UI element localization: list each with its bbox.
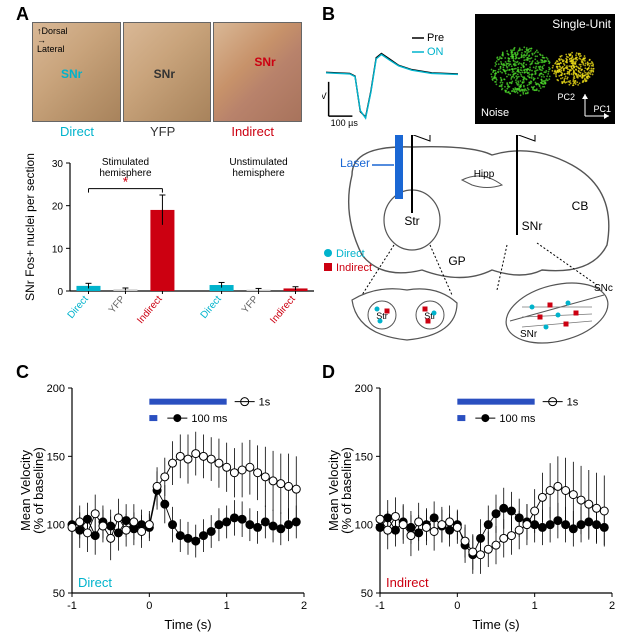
svg-text:PC1: PC1 xyxy=(593,104,611,114)
svg-text:0: 0 xyxy=(454,600,460,612)
svg-text:Noise: Noise xyxy=(481,107,509,119)
svg-text:Indirect: Indirect xyxy=(268,294,298,326)
svg-text:YFP: YFP xyxy=(240,294,261,316)
fos-bar-chart: 0 10 20 30 SNr Fos+ nuclei per section Stimul… xyxy=(20,150,320,350)
waveform-plot: 150 µV 100 µs Pre ON xyxy=(322,20,462,130)
histology-captions: Direct YFP Indirect xyxy=(32,124,302,139)
svg-text:0: 0 xyxy=(57,287,63,298)
single-unit-plot: Single-Unit Noise PC1 PC2 xyxy=(475,14,615,124)
svg-text:Time (s): Time (s) xyxy=(164,617,211,632)
svg-text:100 µs: 100 µs xyxy=(331,118,359,128)
svg-text:Direct: Direct xyxy=(336,248,365,260)
svg-text:ON: ON xyxy=(427,46,444,58)
svg-text:*: * xyxy=(123,174,129,190)
velocity-chart-direct: 50100150200-1012Time (s)Mean Velocity(% … xyxy=(14,370,314,635)
histology-row: ↑Dorsal →Lateral SNr SNr SNr xyxy=(32,22,302,122)
histology-yfp: SNr xyxy=(123,22,212,122)
caption-indirect: Indirect xyxy=(231,124,274,139)
svg-text:hemisphere: hemisphere xyxy=(232,168,285,179)
svg-text:1s: 1s xyxy=(567,397,579,409)
velocity-chart-indirect: 50100150200-1012Time (s)Mean Velocity(% … xyxy=(322,370,622,635)
svg-text:SNr Fos+ nuclei per section: SNr Fos+ nuclei per section xyxy=(23,153,37,301)
svg-text:100 ms: 100 ms xyxy=(499,413,536,425)
svg-text:Hipp: Hipp xyxy=(474,169,495,180)
svg-text:SNc: SNc xyxy=(594,283,613,294)
panel-label-a: A xyxy=(16,4,29,25)
svg-text:Indirect: Indirect xyxy=(336,262,372,274)
svg-text:Direct: Direct xyxy=(199,294,224,321)
histology-indirect: SNr xyxy=(213,22,302,122)
svg-text:PC2: PC2 xyxy=(557,92,575,102)
svg-text:Time (s): Time (s) xyxy=(472,617,519,632)
svg-text:20: 20 xyxy=(52,202,64,213)
svg-text:1: 1 xyxy=(532,600,538,612)
svg-text:Stimulated: Stimulated xyxy=(102,157,149,168)
svg-text:SNr: SNr xyxy=(520,329,538,340)
svg-text:Indirect: Indirect xyxy=(135,294,165,326)
snr-label-direct: SNr xyxy=(61,67,82,81)
svg-text:SNr: SNr xyxy=(522,219,543,233)
caption-yfp: YFP xyxy=(150,124,175,139)
svg-text:100: 100 xyxy=(355,520,373,532)
svg-text:100 ms: 100 ms xyxy=(191,413,228,425)
svg-text:50: 50 xyxy=(361,588,373,600)
caption-direct: Direct xyxy=(60,124,94,139)
svg-text:CB: CB xyxy=(572,199,589,213)
svg-text:200: 200 xyxy=(355,383,373,395)
svg-text:0: 0 xyxy=(146,600,152,612)
svg-text:200: 200 xyxy=(47,383,65,395)
svg-text:Laser: Laser xyxy=(340,156,370,170)
svg-text:Pre: Pre xyxy=(427,32,444,44)
svg-text:Single-Unit: Single-Unit xyxy=(552,17,611,31)
svg-text:(% of baseline): (% of baseline) xyxy=(339,447,354,534)
svg-text:1: 1 xyxy=(224,600,230,612)
svg-text:2: 2 xyxy=(609,600,615,612)
snr-label-yfp: SNr xyxy=(154,67,175,81)
histology-direct: ↑Dorsal →Lateral SNr xyxy=(32,22,121,122)
svg-text:Indirect: Indirect xyxy=(386,575,429,590)
svg-text:Direct: Direct xyxy=(66,294,91,321)
dorsal-lateral-arrows: ↑Dorsal →Lateral xyxy=(37,27,68,54)
svg-text:10: 10 xyxy=(52,244,64,255)
svg-text:Str: Str xyxy=(404,214,419,228)
svg-text:150: 150 xyxy=(47,451,65,463)
svg-text:30: 30 xyxy=(52,159,64,170)
svg-text:YFP: YFP xyxy=(107,294,128,316)
svg-text:150 µV: 150 µV xyxy=(322,91,327,101)
svg-text:GP: GP xyxy=(448,254,465,268)
svg-text:2: 2 xyxy=(301,600,307,612)
svg-text:(% of baseline): (% of baseline) xyxy=(31,447,46,534)
svg-text:-1: -1 xyxy=(375,600,385,612)
svg-text:Unstimulated: Unstimulated xyxy=(229,157,287,168)
svg-text:Direct: Direct xyxy=(78,575,112,590)
svg-text:-1: -1 xyxy=(67,600,77,612)
svg-text:1s: 1s xyxy=(259,397,271,409)
svg-text:100: 100 xyxy=(47,520,65,532)
snr-label-indirect: SNr xyxy=(254,55,275,69)
svg-text:150: 150 xyxy=(355,451,373,463)
svg-text:50: 50 xyxy=(53,588,65,600)
brain-diagram: StrGPSNrHippCBLaserStrStrSNcSNrDirectInd… xyxy=(322,135,622,350)
